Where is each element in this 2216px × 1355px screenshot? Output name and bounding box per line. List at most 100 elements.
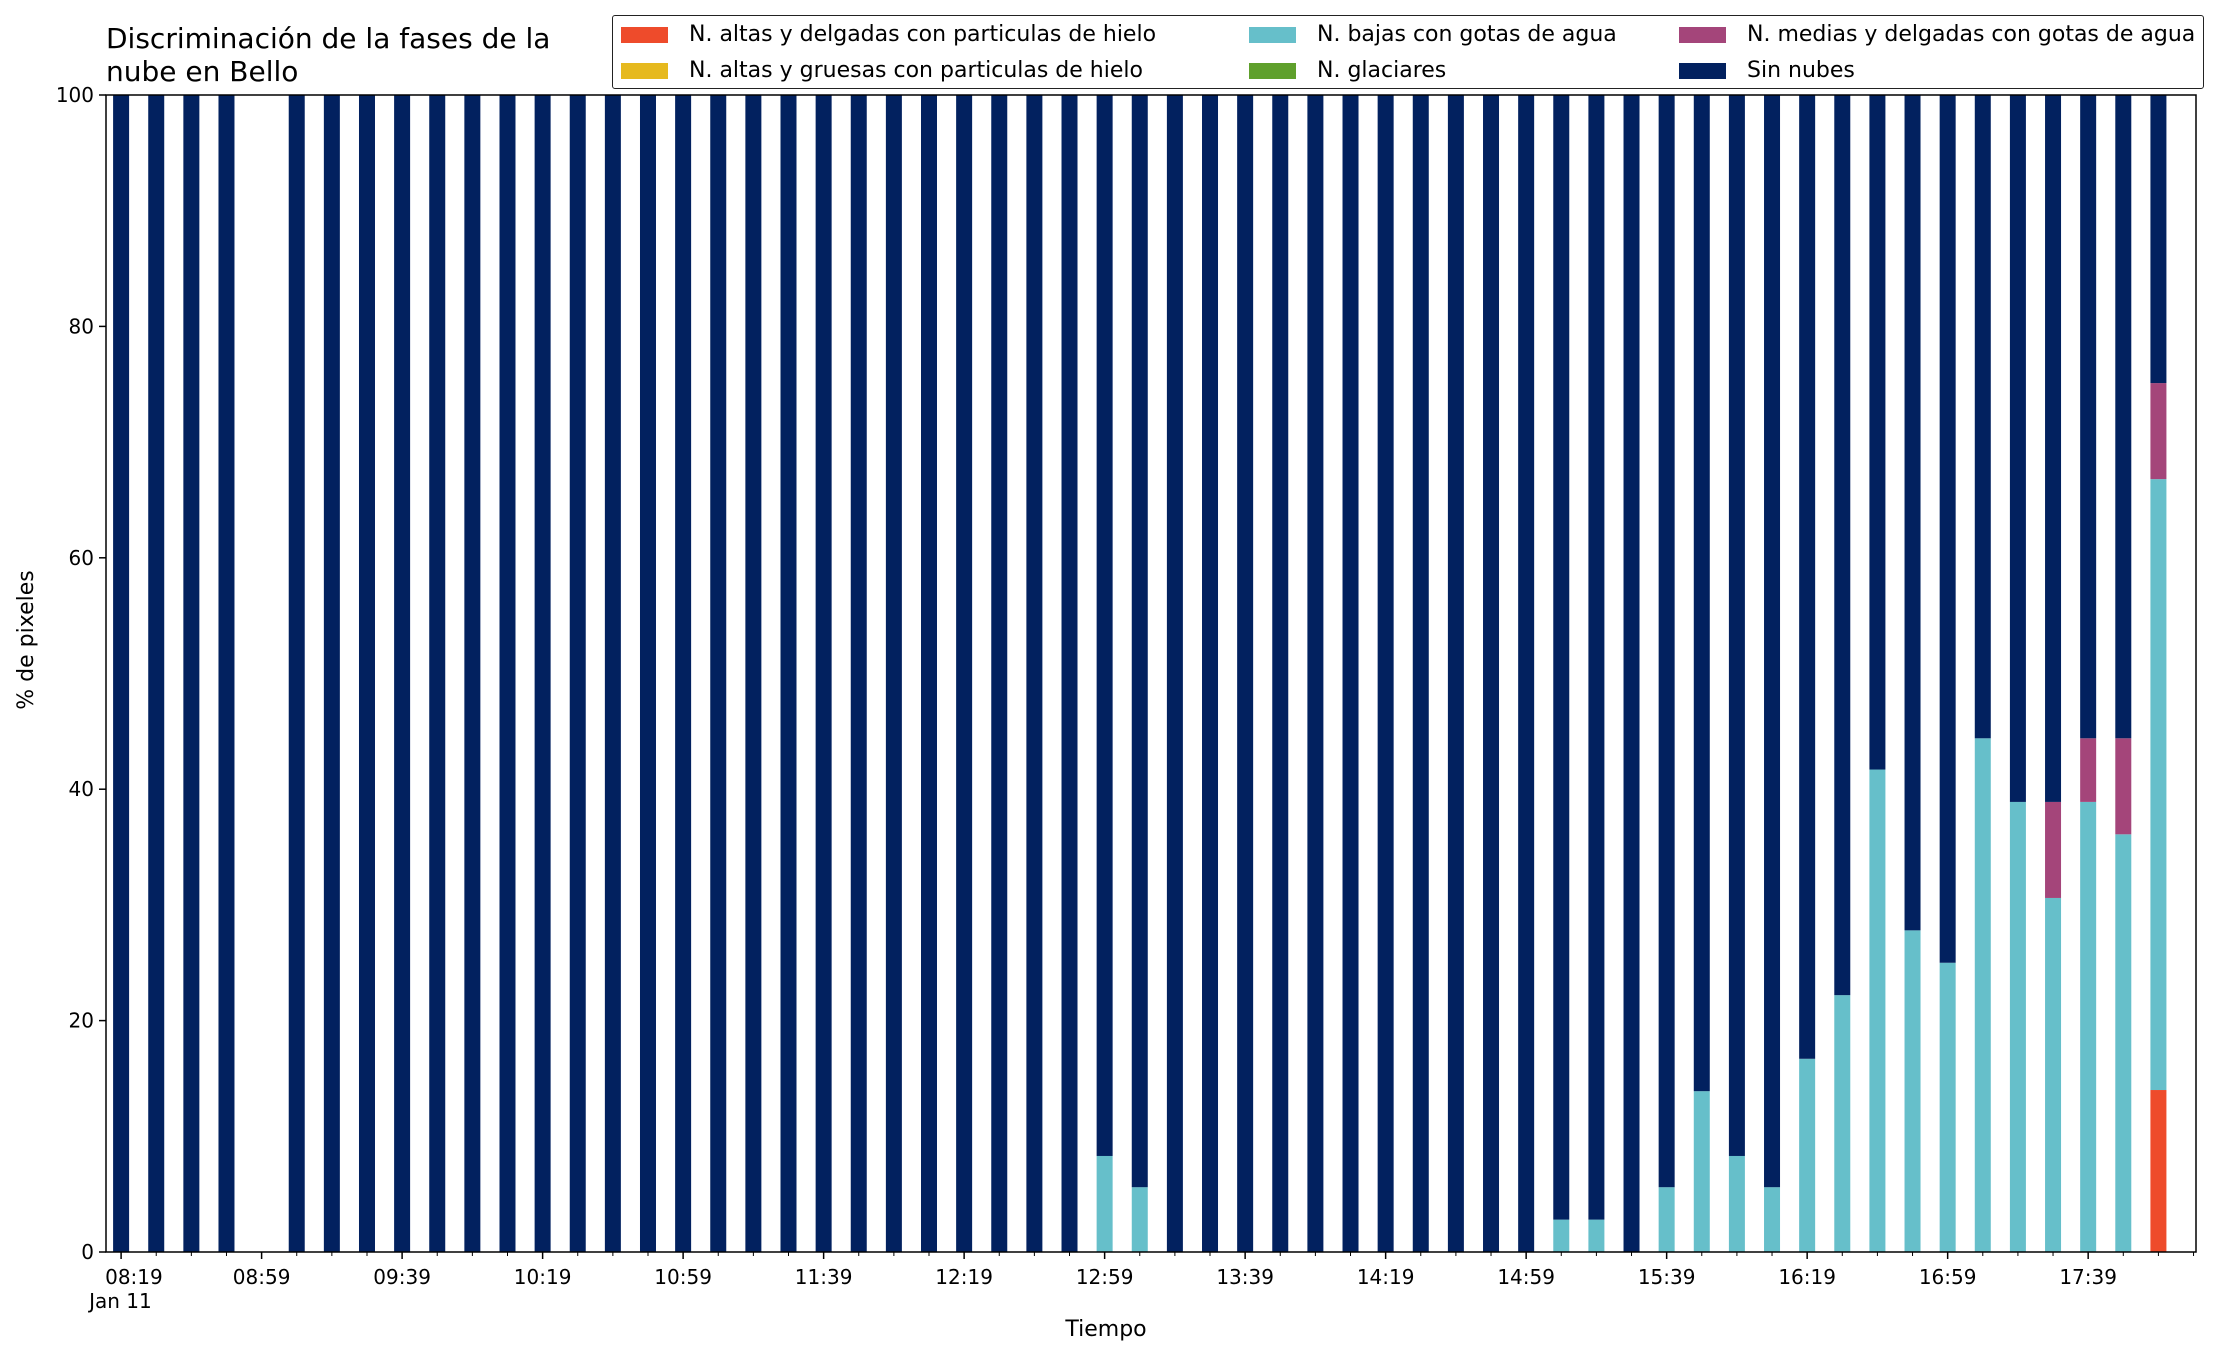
y-tick-label: 40 <box>69 777 94 801</box>
bar-segment <box>1588 95 1605 1220</box>
bar-segment <box>850 95 867 1252</box>
bar-segment <box>1061 95 1078 1252</box>
y-tick-label: 80 <box>69 314 94 338</box>
bar-segment <box>1026 95 1043 1252</box>
x-tick-label: 14:59 <box>1497 1265 1555 1289</box>
bar-segment <box>1307 95 1324 1252</box>
legend-swatch <box>1679 62 1726 79</box>
chart-title-line-1: Discriminación de la fases de la <box>106 22 551 55</box>
bar-segment <box>1096 1155 1113 1252</box>
bar-segment <box>1693 95 1710 1092</box>
legend-item: N. medias y delgadas con gotas de agua <box>1679 22 2195 47</box>
bar-segment <box>2009 95 2026 802</box>
y-tick-label: 0 <box>81 1240 94 1264</box>
legend-swatch <box>1249 62 1296 79</box>
x-tick-label: 15:39 <box>1638 1265 1696 1289</box>
x-tick-label: 08:59 <box>233 1265 291 1289</box>
bar-segment <box>2150 383 2167 480</box>
bar-segment <box>1377 95 1394 1252</box>
bar-segment <box>2150 95 2167 384</box>
bar-segment <box>921 95 937 1252</box>
bar-segment <box>394 95 411 1252</box>
bar-segment <box>1974 95 1991 739</box>
bar-segment <box>675 95 692 1252</box>
x-tick-sublabel: Jan 11 <box>87 1289 152 1313</box>
bar-segment <box>1237 95 1254 1252</box>
bar-segment <box>1764 95 1781 1188</box>
bar-segment <box>885 95 902 1252</box>
bar-segment <box>429 95 446 1252</box>
bar-segment <box>323 95 340 1252</box>
x-tick-label: 17:39 <box>2059 1265 2117 1289</box>
legend-swatch <box>1249 26 1296 43</box>
legend-item: N. bajas con gotas de agua <box>1249 22 1617 47</box>
bar-segment <box>991 95 1008 1252</box>
bar-segment <box>1483 95 1500 1252</box>
legend-label: N. medias y delgadas con gotas de agua <box>1747 22 2196 47</box>
legend-label: Sin nubes <box>1747 58 1855 83</box>
bar-segment <box>1623 95 1640 1252</box>
bar-segment <box>745 95 762 1252</box>
bar-segment <box>2045 897 2062 1252</box>
bar-segment <box>2045 95 2062 802</box>
x-tick-label: 16:59 <box>1919 1265 1977 1289</box>
bar-segment <box>815 95 832 1252</box>
legend-label: N. bajas con gotas de agua <box>1317 22 1617 47</box>
bar-segment <box>1764 1187 1781 1252</box>
y-tick-label: 100 <box>56 83 94 107</box>
legend-swatch <box>621 26 668 43</box>
bar-segment <box>1412 95 1429 1252</box>
bar-segment <box>113 95 130 1252</box>
bar-segment <box>1974 738 1991 1252</box>
bar-segment <box>1834 95 1851 996</box>
bar-segment <box>464 95 481 1252</box>
bar-segment <box>1693 1091 1710 1252</box>
bar-segment <box>2080 95 2097 739</box>
bar-segment <box>1588 1219 1605 1252</box>
y-tick-label: 60 <box>69 546 94 570</box>
bar-segment <box>604 95 621 1252</box>
x-axis: 08:19 08:59 09:39 10:19 10:59 11:39 12:19 12:59… <box>87 1252 2195 1313</box>
bar-segment <box>780 95 797 1252</box>
x-tick-label: 16:19 <box>1778 1265 1836 1289</box>
legend-label: N. altas y delgadas con particulas de hi… <box>689 22 1157 47</box>
bars-group <box>113 95 2167 1252</box>
bar-segment <box>534 95 551 1252</box>
x-tick-label: 12:59 <box>1076 1265 1134 1289</box>
bar-segment <box>1166 95 1183 1252</box>
plot-frame <box>105 94 2197 1253</box>
bar-segment <box>569 95 586 1252</box>
bar-segment <box>1447 95 1464 1252</box>
legend-item: N. glaciares <box>1249 58 1446 83</box>
bar-segment <box>639 95 656 1252</box>
bar-segment <box>2150 1090 2167 1252</box>
bar-segment <box>1834 995 1851 1252</box>
bar-segment <box>2115 738 2132 835</box>
x-tick-label: 14:19 <box>1357 1265 1415 1289</box>
bar-segment <box>499 95 516 1252</box>
bar-segment <box>1939 962 1956 1252</box>
bar-segment <box>358 95 375 1252</box>
bar-segment <box>2045 801 2062 898</box>
x-tick-label: 08:19 <box>105 1265 163 1289</box>
x-tick-label: 11:39 <box>795 1265 853 1289</box>
x-tick-label: 12:19 <box>935 1265 993 1289</box>
bar-segment <box>1202 95 1219 1252</box>
y-axis: 0 20 40 60 80 100 <box>56 83 106 1264</box>
bar-segment <box>1553 1219 1570 1252</box>
legend-swatch <box>1679 26 1726 43</box>
bar-segment <box>2009 801 2026 1252</box>
bar-segment <box>1869 769 1886 1252</box>
bar-segment <box>1518 95 1535 1252</box>
legend-item: N. altas y delgadas con particulas de hi… <box>621 22 1156 47</box>
bar-segment <box>183 95 200 1252</box>
legend-item: N. altas y gruesas con particulas de hie… <box>621 58 1143 83</box>
bar-segment <box>1869 95 1886 770</box>
bar-segment <box>1131 95 1148 1188</box>
bar-segment <box>2115 95 2132 739</box>
bar-segment <box>1131 1187 1148 1252</box>
legend: N. altas y delgadas con particulas de hi… <box>612 15 2204 89</box>
bar-segment <box>2115 834 2132 1252</box>
bar-segment <box>218 95 235 1252</box>
